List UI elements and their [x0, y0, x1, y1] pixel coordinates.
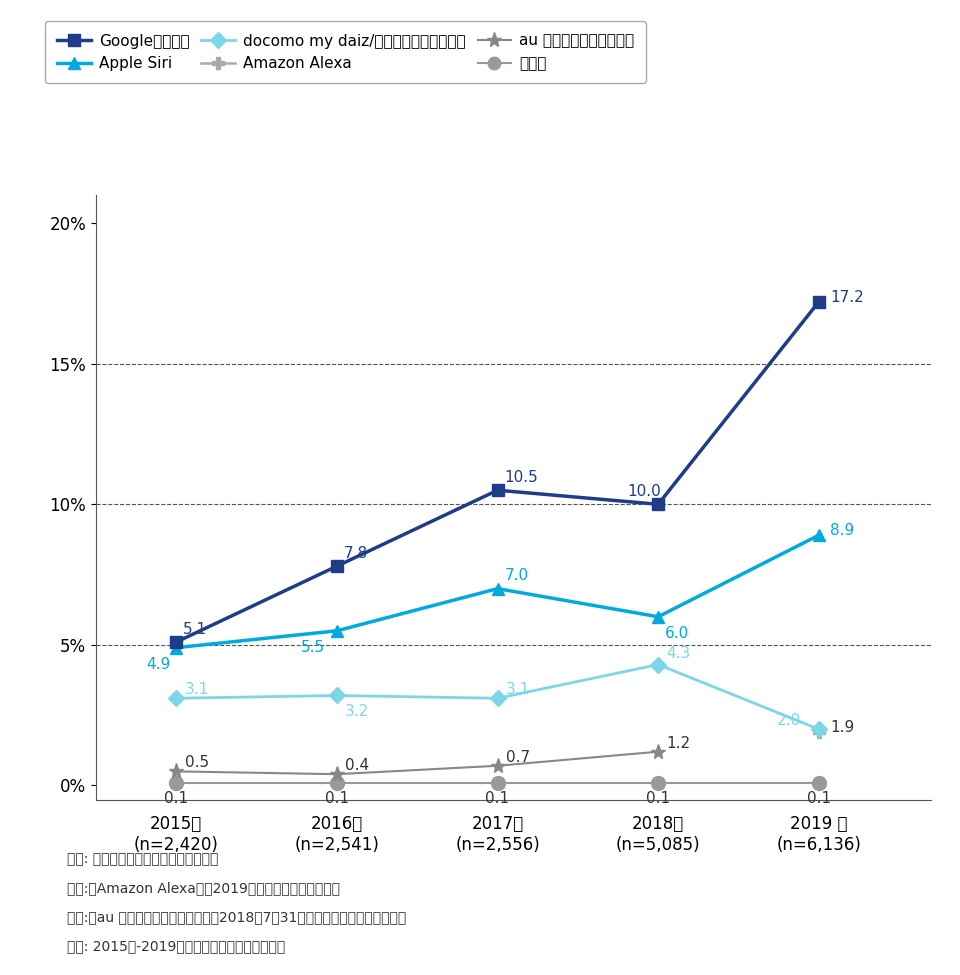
Text: 0.1: 0.1 [324, 792, 349, 806]
Text: 0.7: 0.7 [506, 750, 530, 764]
Text: 0.1: 0.1 [806, 792, 830, 806]
Text: 7.8: 7.8 [344, 546, 368, 561]
Text: 4.3: 4.3 [666, 645, 691, 661]
Legend: Google音声検索, Apple Siri, docomo my daiz/しゃべってコンシェル, Amazon Alexa, au おはなしアシスタント, : Google音声検索, Apple Siri, docomo my daiz/し… [45, 21, 646, 84]
Text: 2.0: 2.0 [777, 713, 802, 728]
Text: 10.5: 10.5 [505, 470, 539, 485]
Text: 0.1: 0.1 [646, 792, 670, 806]
Text: 3.1: 3.1 [184, 682, 209, 697]
Text: 5.1: 5.1 [183, 622, 207, 637]
Text: 1.2: 1.2 [666, 735, 690, 751]
Text: 10.0: 10.0 [628, 484, 661, 499]
Text: 0.5: 0.5 [184, 756, 208, 770]
Text: 0.1: 0.1 [486, 792, 510, 806]
Text: 5.5: 5.5 [300, 640, 324, 654]
Text: 注３:「au おはなしアシスタント」は2018年7月31日をもってサービスを終了。: 注３:「au おはなしアシスタント」は2018年7月31日をもってサービスを終了… [67, 911, 406, 924]
Text: 7.0: 7.0 [505, 568, 529, 583]
Text: 0.4: 0.4 [346, 758, 370, 773]
Text: 注２:「Amazon Alexa」は2019年より個別に調査開始。: 注２:「Amazon Alexa」は2019年より個別に調査開始。 [67, 881, 340, 895]
Text: 8.9: 8.9 [829, 524, 854, 538]
Text: 出所: 2015年-2019年一般向けモバイル動向調査: 出所: 2015年-2019年一般向けモバイル動向調査 [67, 940, 285, 954]
Text: 3.2: 3.2 [346, 704, 370, 720]
Text: 3.1: 3.1 [506, 682, 530, 697]
Text: 17.2: 17.2 [829, 290, 864, 305]
Text: 4.9: 4.9 [146, 656, 170, 672]
Text: 1.9: 1.9 [829, 720, 854, 735]
Text: 0.1: 0.1 [164, 792, 188, 806]
Text: 6.0: 6.0 [665, 626, 689, 641]
Text: 注１: スマホ・ケータイ所有者が回答。: 注１: スマホ・ケータイ所有者が回答。 [67, 852, 219, 866]
